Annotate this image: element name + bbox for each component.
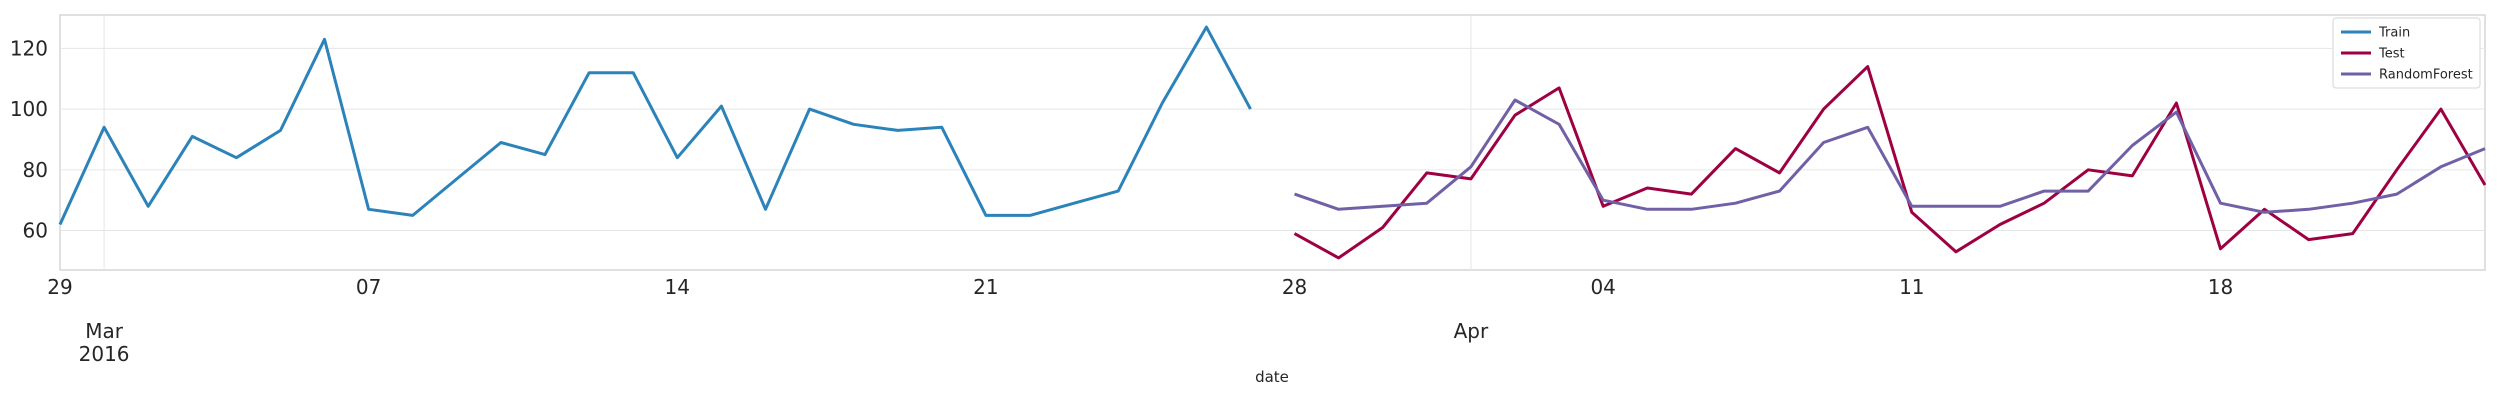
x-axis-label: date xyxy=(1255,368,1289,386)
legend: Train Test RandomForest xyxy=(2332,17,2481,89)
x-tick-label: 18 xyxy=(2208,275,2233,299)
legend-label: RandomForest xyxy=(2379,68,2473,83)
series-line-train xyxy=(58,25,1252,226)
x-tick-label: 11 xyxy=(1899,275,1924,299)
x-tick-label: 29 xyxy=(47,275,72,299)
x-tick-label: 04 xyxy=(1590,275,1615,299)
plot-area xyxy=(59,14,2486,271)
x-major-tick-sublabel: 2016 xyxy=(79,342,130,366)
legend-label: Test xyxy=(2378,47,2405,62)
x-tick-label: 28 xyxy=(1282,275,1307,299)
legend-frame xyxy=(2332,17,2481,89)
y-tick-label: 60 xyxy=(23,219,48,243)
grid-lines xyxy=(60,15,2485,270)
y-tick-label: 80 xyxy=(23,158,48,182)
x-tick-label: 21 xyxy=(973,275,998,299)
y-tick-label: 120 xyxy=(10,36,48,60)
x-tick-label: 07 xyxy=(356,275,381,299)
y-tick-label: 100 xyxy=(10,97,48,121)
x-tick-label: 14 xyxy=(665,275,690,299)
series-lines xyxy=(58,25,2487,260)
legend-label: Train xyxy=(2378,26,2410,41)
x-major-tick-label: Mar xyxy=(85,319,124,343)
series-line-randomforest xyxy=(1294,98,2486,214)
series-line-test xyxy=(1293,65,2487,260)
x-major-tick-label: Apr xyxy=(1454,319,1489,343)
y-axis-ticks: 60 80 100 120 xyxy=(10,36,48,242)
